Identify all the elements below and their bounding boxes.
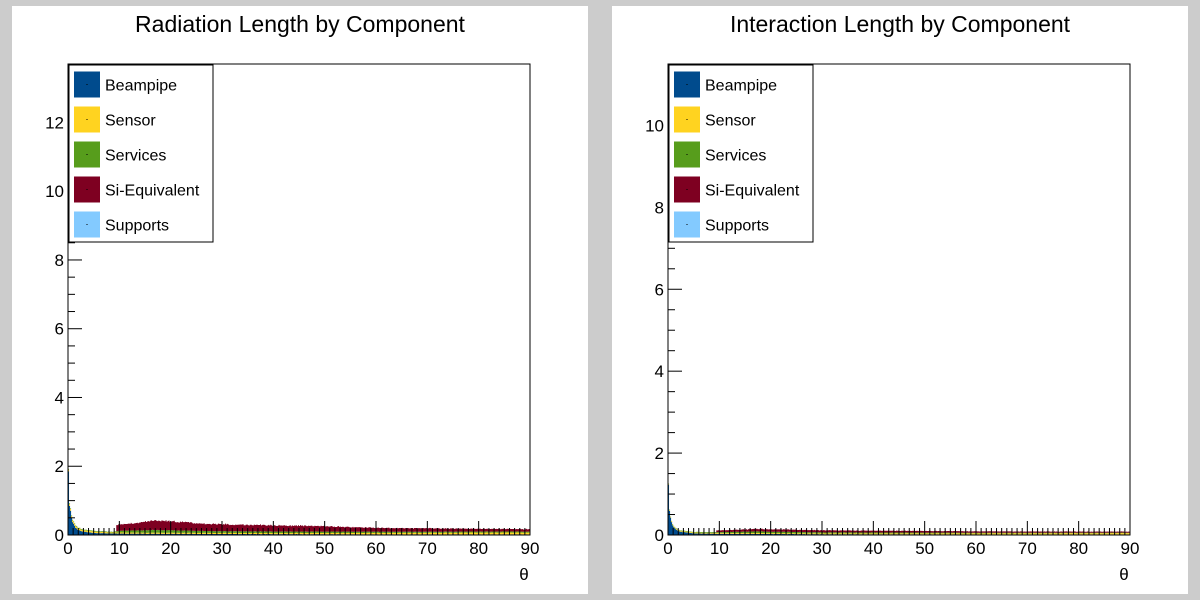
legend-marker-sensor	[686, 119, 688, 120]
legend-marker-supports	[686, 224, 688, 225]
x-tick-label: 20	[161, 539, 180, 558]
legend-marker-si-equivalent	[86, 189, 88, 190]
legend-label-services: Services	[705, 148, 766, 165]
y-tick-label: 10	[645, 116, 664, 135]
legend-label-supports: Supports	[705, 218, 769, 235]
legend-marker-sensor	[86, 119, 88, 120]
series-area-si-equivalent	[668, 483, 1130, 533]
legend-marker-services	[686, 154, 688, 155]
series-area-sensor	[668, 483, 1130, 535]
y-tick-label: 8	[655, 198, 664, 217]
legend-label-si-equivalent: Si-Equivalent	[705, 183, 800, 200]
chart-marks	[68, 468, 530, 535]
x-tick-label: 10	[710, 539, 729, 558]
series-area-supports	[668, 483, 1130, 533]
y-tick-label: 10	[45, 182, 64, 201]
series-area-supports	[68, 468, 530, 532]
y-tick-label: 12	[45, 113, 64, 132]
series-area-services	[668, 483, 1130, 534]
x-tick-label: 70	[1018, 539, 1037, 558]
chart-legend: Beampipe Sensor Services Si-Equivalent Suppo…	[68, 64, 214, 243]
x-tick-label: 50	[315, 539, 334, 558]
x-tick-label: 70	[418, 539, 437, 558]
legend-label-sensor: Sensor	[105, 113, 156, 130]
legend-label-beampipe: Beampipe	[105, 78, 177, 95]
x-tick-label: 30	[813, 539, 832, 558]
y-tick-label: 6	[655, 280, 664, 299]
legend-marker-beampipe	[86, 84, 88, 85]
x-tick-label: 60	[967, 539, 986, 558]
x-tick-label: 20	[761, 539, 780, 558]
legend-marker-supports	[86, 224, 88, 225]
legend-marker-si-equivalent	[686, 189, 688, 190]
interaction-length-chart: Interaction Length by Component 0 10 20 30 4…	[645, 11, 1140, 584]
x-tick-label: 60	[367, 539, 386, 558]
series-area-si-equivalent	[68, 468, 530, 532]
chart-legend: Beampipe Sensor Services Si-Equivalent Suppo…	[668, 64, 814, 243]
x-tick-label: 30	[213, 539, 232, 558]
x-tick-label: 80	[1069, 539, 1088, 558]
chart-axes: 0 10 20 30 40 50 60 70 80 90 0 2 4 6 8 10	[645, 63, 1140, 558]
x-tick-label: 0	[63, 539, 72, 558]
series-area-beampipe	[668, 484, 1130, 535]
radiation-length-chart: Radiation Length by Component 0 10 20 30 40 5…	[45, 11, 540, 584]
x-tick-label: 10	[110, 539, 129, 558]
x-tick-label: 50	[915, 539, 934, 558]
radiation-length-chart-panel: Radiation Length by Component 0 10 20 30 40 5…	[12, 6, 588, 594]
y-tick-label: 2	[55, 457, 64, 476]
legend-marker-beampipe	[686, 84, 688, 85]
legend-label-supports: Supports	[105, 218, 169, 235]
y-tick-label: 4	[655, 362, 664, 381]
x-tick-label: 80	[469, 539, 488, 558]
x-axis-title: θ	[1119, 565, 1128, 584]
x-axis-title: θ	[519, 565, 528, 584]
legend-marker-services	[86, 154, 88, 155]
y-tick-label: 0	[655, 526, 664, 545]
x-tick-label: 0	[663, 539, 672, 558]
x-tick-label: 90	[521, 539, 540, 558]
chart-title: Interaction Length by Component	[730, 11, 1071, 37]
x-tick-label: 40	[864, 539, 883, 558]
legend-label-sensor: Sensor	[705, 113, 756, 130]
y-tick-label: 8	[55, 251, 64, 270]
chart-title: Radiation Length by Component	[135, 11, 466, 37]
y-tick-label: 6	[55, 320, 64, 339]
x-tick-label: 40	[264, 539, 283, 558]
legend-label-services: Services	[105, 148, 166, 165]
legend-label-beampipe: Beampipe	[705, 78, 777, 95]
x-tick-label: 90	[1121, 539, 1140, 558]
chart-axes: 0 10 20 30 40 50 60 70 80 90 0 2 4 6 8 10 12	[45, 70, 540, 558]
chart-marks	[668, 483, 1130, 535]
y-tick-label: 4	[55, 388, 64, 407]
legend-label-si-equivalent: Si-Equivalent	[105, 183, 200, 200]
y-tick-label: 0	[55, 526, 64, 545]
interaction-length-chart-panel: Interaction Length by Component 0 10 20 30 4…	[612, 6, 1188, 594]
y-tick-label: 2	[655, 444, 664, 463]
